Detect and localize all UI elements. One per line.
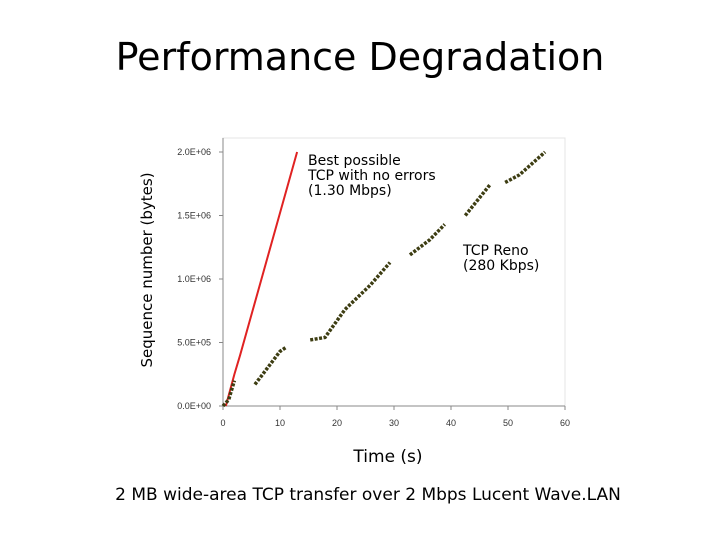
y-tick-label: 1.0E+06 bbox=[177, 274, 211, 284]
x-tick-label: 0 bbox=[220, 418, 225, 428]
x-tick-label: 40 bbox=[446, 418, 456, 428]
x-tick-label: 30 bbox=[389, 418, 399, 428]
annotation: TCP Reno bbox=[462, 243, 529, 259]
y-tick-label: 2.0E+06 bbox=[177, 147, 211, 157]
annotation: Best possible bbox=[308, 153, 401, 169]
x-tick-label: 60 bbox=[560, 418, 570, 428]
annotation: (280 Kbps) bbox=[463, 258, 539, 274]
annotation: (1.30 Mbps) bbox=[308, 183, 392, 199]
x-tick-label: 20 bbox=[332, 418, 342, 428]
caption: 2 MB wide-area TCP transfer over 2 Mbps … bbox=[115, 485, 621, 505]
series-line bbox=[221, 150, 547, 408]
x-tick-label: 10 bbox=[275, 418, 285, 428]
y-tick-label: 1.5E+06 bbox=[177, 211, 211, 221]
slide-title: Performance Degradation bbox=[116, 35, 605, 79]
annotation: TCP with no errors bbox=[307, 168, 436, 184]
y-axis-label: Sequence number (bytes) bbox=[138, 172, 156, 367]
y-tick-label: 0.0E+00 bbox=[177, 401, 211, 411]
series-line bbox=[224, 151, 299, 407]
x-axis-label: Time (s) bbox=[352, 447, 422, 467]
x-tick-label: 50 bbox=[503, 418, 513, 428]
y-tick-label: 5.0E+05 bbox=[177, 338, 211, 348]
